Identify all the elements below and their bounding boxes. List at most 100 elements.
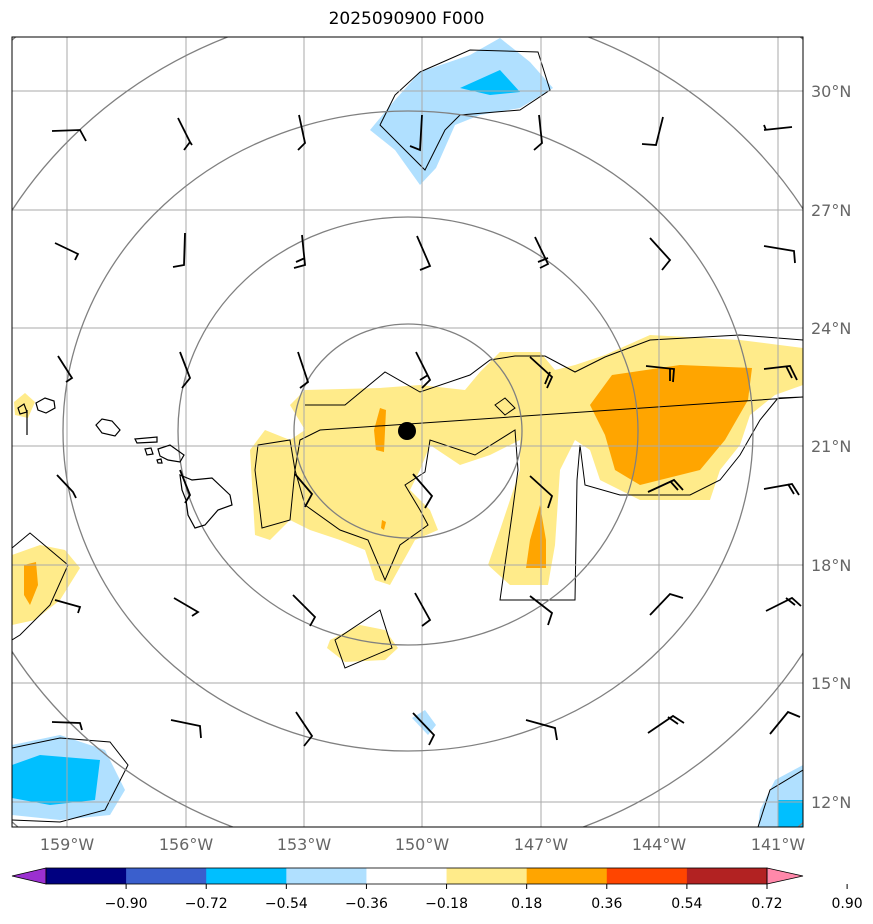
wind-barb [529, 356, 554, 389]
lat-label: 30°N [811, 82, 851, 101]
lon-label: 150°W [395, 835, 450, 854]
wind-barb [765, 596, 802, 612]
colorbar-tick-label: 0.54 [671, 896, 702, 912]
wind-barb [293, 234, 306, 269]
colorbar-segment [286, 868, 367, 884]
colorbar-segment [366, 868, 448, 884]
plot-frame [11, 36, 804, 828]
wind-barb [641, 116, 664, 146]
longitude-labels: 159°W 156°W 153°W 150°W 147°W 144°W 141°… [40, 835, 806, 854]
yellow-patch-west [12, 545, 80, 625]
wind-barb [409, 114, 423, 152]
wind-barbs [51, 114, 802, 747]
wind-barb [179, 469, 192, 504]
colorbar-segment [526, 868, 608, 884]
lat-label: 12°N [811, 793, 851, 812]
lat-label: 27°N [811, 201, 851, 220]
yellow-patch-south [327, 625, 398, 662]
island-hawaii [179, 474, 233, 529]
wind-barb [416, 235, 432, 271]
blue-core-southeast [778, 800, 803, 827]
wind-barb [57, 355, 74, 383]
wind-barb [647, 714, 685, 734]
lat-label: 15°N [811, 674, 851, 693]
wind-barb [769, 710, 801, 735]
blue-core-north [460, 70, 520, 95]
wind-barb [529, 595, 554, 626]
wind-barb [54, 242, 80, 261]
wind-barb [534, 236, 550, 269]
lon-label: 156°W [159, 835, 214, 854]
colorbar-tick-label: 0.36 [591, 896, 622, 912]
latitude-labels: 30°N 27°N 24°N 21°N 18°N 15°N 12°N [811, 82, 851, 812]
colorbar-arrow-high [766, 867, 804, 885]
lon-label: 141°W [751, 835, 806, 854]
wind-barb [645, 365, 675, 383]
colorbar-tick-label: 0.18 [511, 896, 542, 912]
colorbar-tick-label: 0.72 [751, 896, 782, 912]
wind-barb [297, 351, 310, 389]
colorbar-frame [45, 867, 768, 885]
hawaiian-islands [17, 397, 233, 529]
wind-barb [292, 594, 317, 627]
wind-barb [763, 483, 800, 496]
colorbar-tick-label: −0.18 [425, 896, 468, 912]
blue-patch-small [412, 710, 436, 735]
lat-label: 18°N [811, 556, 851, 575]
colorbar-tick-label: −0.36 [345, 896, 388, 912]
wind-barb [414, 592, 432, 627]
orange-dot [381, 520, 386, 530]
island-molokai [134, 436, 158, 444]
wind-barb [649, 237, 672, 271]
lat-label: 21°N [811, 437, 851, 456]
wind-barb [649, 592, 684, 616]
wind-barb [51, 721, 83, 731]
wind-barb [172, 232, 186, 268]
colorbar-segment [446, 868, 528, 884]
lon-label: 153°W [277, 835, 332, 854]
wind-barb [763, 365, 798, 381]
wind-barb [51, 129, 87, 142]
map-title: 2025090900 F000 [328, 9, 485, 29]
wind-barb [763, 124, 793, 131]
wind-barb [533, 114, 543, 151]
blue-core-southwest [12, 755, 100, 805]
lat-label: 24°N [811, 319, 851, 338]
wind-barb [177, 117, 193, 151]
storm-center-marker [398, 422, 416, 440]
colorbar-arrow-low [11, 867, 47, 885]
wind-barb [56, 474, 77, 499]
wind-barb [763, 245, 796, 264]
wind-barb [412, 712, 436, 746]
island-oahu [95, 418, 121, 437]
island-kauai [35, 397, 56, 414]
wind-barb [525, 719, 558, 741]
wind-barb [415, 351, 432, 389]
anomaly-fill [12, 38, 803, 827]
colorbar-tick-label: −0.54 [265, 896, 308, 912]
graticule [12, 37, 803, 827]
island-maui [157, 444, 185, 463]
lon-label: 159°W [40, 835, 95, 854]
orange-core-east [590, 365, 752, 485]
island-kahoolawe [156, 458, 163, 464]
lon-label: 147°W [514, 835, 569, 854]
colorbar-segment [686, 868, 768, 884]
colorbar-segment [126, 868, 207, 884]
orange-core-center [374, 408, 386, 452]
wind-barb [412, 473, 434, 509]
wind-barb [179, 351, 192, 389]
colorbar-tick-label: −0.90 [105, 896, 148, 912]
colorbar-segment [206, 868, 287, 884]
colorbar-segment [46, 868, 127, 884]
colorbar: −0.90 −0.72 −0.54 −0.36 −0.18 0.18 0.36 0.54 0.7… [11, 867, 863, 912]
orange-core-west [24, 562, 38, 605]
anomaly-contour-lines [12, 49, 803, 827]
wind-barb [295, 711, 314, 747]
island-lanai [144, 447, 154, 456]
colorbar-tick-label: 0.90 [832, 896, 863, 912]
wind-barb [294, 473, 314, 508]
